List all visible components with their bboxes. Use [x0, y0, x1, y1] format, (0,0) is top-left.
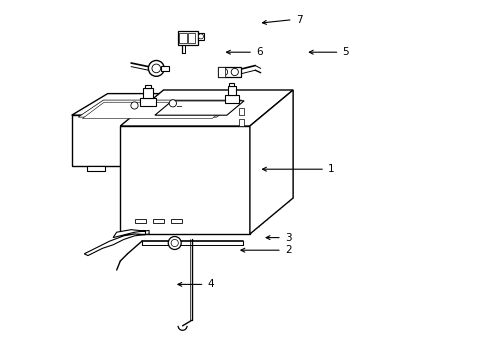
- Bar: [152, 219, 163, 223]
- Bar: [229, 83, 234, 86]
- Bar: [143, 88, 153, 98]
- Polygon shape: [78, 100, 241, 117]
- Polygon shape: [72, 94, 258, 115]
- Circle shape: [198, 34, 203, 39]
- Circle shape: [171, 239, 178, 247]
- Text: 6: 6: [256, 47, 262, 57]
- Text: 1: 1: [327, 164, 334, 174]
- Bar: [140, 98, 156, 106]
- Bar: [134, 219, 145, 223]
- Bar: [227, 86, 236, 95]
- Text: 4: 4: [207, 279, 214, 289]
- Bar: [217, 67, 241, 77]
- Text: 7: 7: [295, 15, 302, 25]
- Bar: [178, 31, 197, 45]
- Text: 2: 2: [284, 245, 291, 255]
- Text: 3: 3: [284, 233, 291, 243]
- Text: 5: 5: [342, 47, 348, 57]
- Polygon shape: [120, 90, 292, 126]
- Circle shape: [169, 100, 176, 107]
- Bar: [197, 33, 204, 40]
- Bar: [239, 108, 244, 115]
- Polygon shape: [120, 126, 249, 234]
- Bar: [187, 33, 195, 43]
- Bar: [179, 33, 186, 43]
- Bar: [224, 95, 239, 103]
- Polygon shape: [72, 115, 223, 166]
- Bar: [217, 67, 224, 77]
- Circle shape: [231, 68, 238, 76]
- Bar: [145, 85, 151, 88]
- Circle shape: [220, 68, 227, 76]
- Text: −: −: [174, 102, 182, 111]
- Polygon shape: [249, 90, 292, 234]
- Circle shape: [131, 102, 138, 109]
- Polygon shape: [82, 102, 233, 118]
- Polygon shape: [155, 101, 244, 115]
- Bar: [170, 219, 181, 223]
- Polygon shape: [84, 230, 149, 256]
- Bar: [239, 119, 244, 126]
- Circle shape: [152, 64, 160, 73]
- Circle shape: [148, 60, 164, 76]
- Bar: [160, 66, 168, 71]
- Circle shape: [168, 237, 181, 249]
- Polygon shape: [87, 166, 105, 171]
- Polygon shape: [223, 94, 258, 166]
